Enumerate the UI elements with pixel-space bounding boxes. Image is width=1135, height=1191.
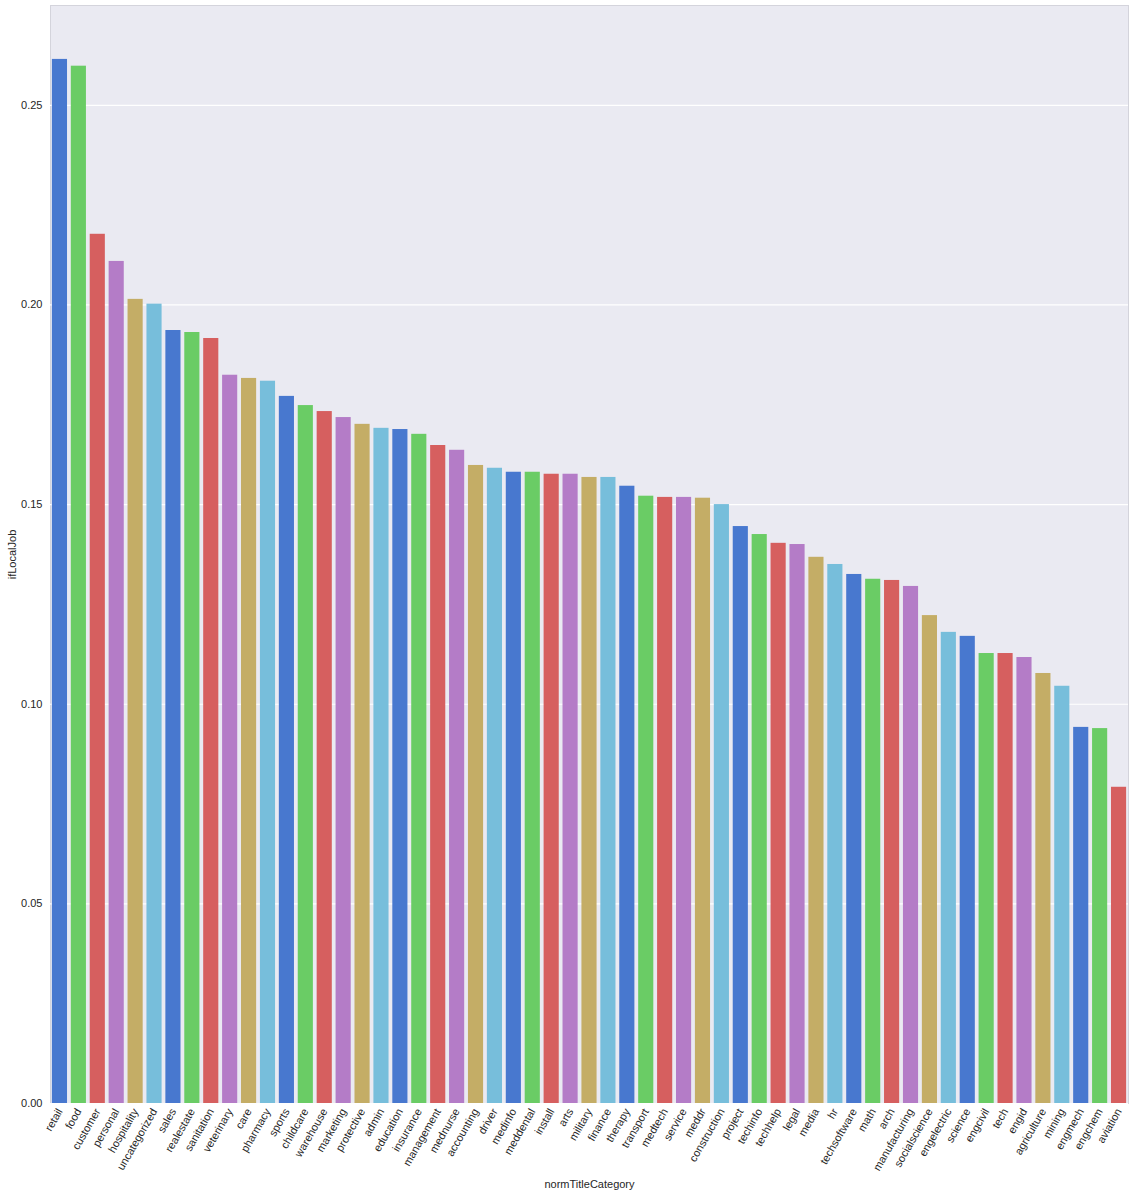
svg-text:engid: engid (1005, 1106, 1030, 1136)
svg-text:construction: construction (686, 1106, 727, 1164)
svg-text:care: care (232, 1106, 254, 1131)
svg-text:realestate: realestate (162, 1106, 198, 1155)
svg-text:service: service (661, 1106, 689, 1142)
svg-text:arts: arts (555, 1106, 576, 1129)
svg-text:0.10: 0.10 (21, 698, 42, 710)
svg-text:mining: mining (1040, 1106, 1068, 1141)
svg-text:management: management (400, 1106, 443, 1168)
svg-text:pharmacy: pharmacy (238, 1106, 273, 1155)
svg-text:hospitality: hospitality (105, 1106, 141, 1155)
svg-text:uncategorized: uncategorized (114, 1106, 159, 1172)
svg-text:marketing: marketing (313, 1106, 349, 1155)
svg-text:mednurse: mednurse (427, 1106, 462, 1155)
svg-text:meddr: meddr (681, 1106, 708, 1140)
svg-text:education: education (370, 1106, 406, 1154)
svg-text:personal: personal (90, 1106, 122, 1149)
svg-text:ifLocalJob: ifLocalJob (6, 530, 18, 580)
svg-text:food: food (62, 1106, 84, 1131)
svg-text:meddental: meddental (501, 1106, 538, 1157)
svg-text:admin: admin (360, 1106, 387, 1139)
svg-text:military: military (566, 1106, 595, 1143)
svg-text:project: project (718, 1106, 746, 1141)
svg-text:arch: arch (875, 1106, 897, 1131)
svg-text:socialscience: socialscience (891, 1106, 935, 1169)
svg-text:legal: legal (780, 1106, 803, 1133)
svg-text:tech: tech (989, 1106, 1011, 1131)
svg-text:engmech: engmech (1053, 1106, 1086, 1152)
svg-text:engchem: engchem (1071, 1106, 1105, 1152)
svg-text:0.00: 0.00 (21, 1097, 42, 1109)
svg-text:warehouse: warehouse (292, 1106, 330, 1159)
svg-text:techhelp: techhelp (752, 1106, 783, 1148)
svg-text:aviation: aviation (1094, 1106, 1123, 1145)
svg-text:sports: sports (266, 1106, 292, 1139)
svg-text:transport: transport (618, 1106, 651, 1150)
svg-text:techsoftware: techsoftware (817, 1106, 859, 1166)
svg-text:veterinary: veterinary (200, 1106, 235, 1154)
svg-text:0.05: 0.05 (21, 897, 42, 909)
svg-text:customer: customer (69, 1106, 103, 1152)
svg-text:childcare: childcare (278, 1106, 311, 1151)
svg-text:sanitation: sanitation (182, 1106, 216, 1153)
svg-text:hr: hr (825, 1106, 840, 1121)
svg-text:0.20: 0.20 (21, 298, 42, 310)
svg-text:install: install (532, 1106, 556, 1136)
svg-text:retail: retail (42, 1106, 64, 1133)
svg-text:accounting: accounting (444, 1106, 481, 1158)
svg-text:techinfo: techinfo (734, 1106, 765, 1146)
svg-text:0.25: 0.25 (21, 99, 42, 111)
svg-text:math: math (855, 1106, 878, 1133)
svg-text:media: media (796, 1106, 822, 1139)
svg-text:medtech: medtech (638, 1106, 670, 1149)
svg-text:therapy: therapy (603, 1106, 633, 1144)
svg-text:finance: finance (585, 1106, 614, 1143)
svg-text:insurance: insurance (389, 1106, 425, 1154)
svg-text:manufacturing: manufacturing (870, 1106, 916, 1173)
svg-text:agriculture: agriculture (1012, 1106, 1049, 1157)
svg-text:engelectric: engelectric (916, 1106, 954, 1159)
svg-text:science: science (943, 1106, 973, 1145)
svg-text:normTitleCategory: normTitleCategory (544, 1178, 635, 1190)
svg-text:driver: driver (475, 1106, 500, 1137)
svg-text:protective: protective (333, 1106, 368, 1154)
svg-text:engcivil: engcivil (963, 1106, 992, 1144)
svg-text:0.15: 0.15 (21, 498, 42, 510)
svg-text:medinfo: medinfo (488, 1106, 519, 1147)
svg-text:sales: sales (155, 1106, 179, 1135)
